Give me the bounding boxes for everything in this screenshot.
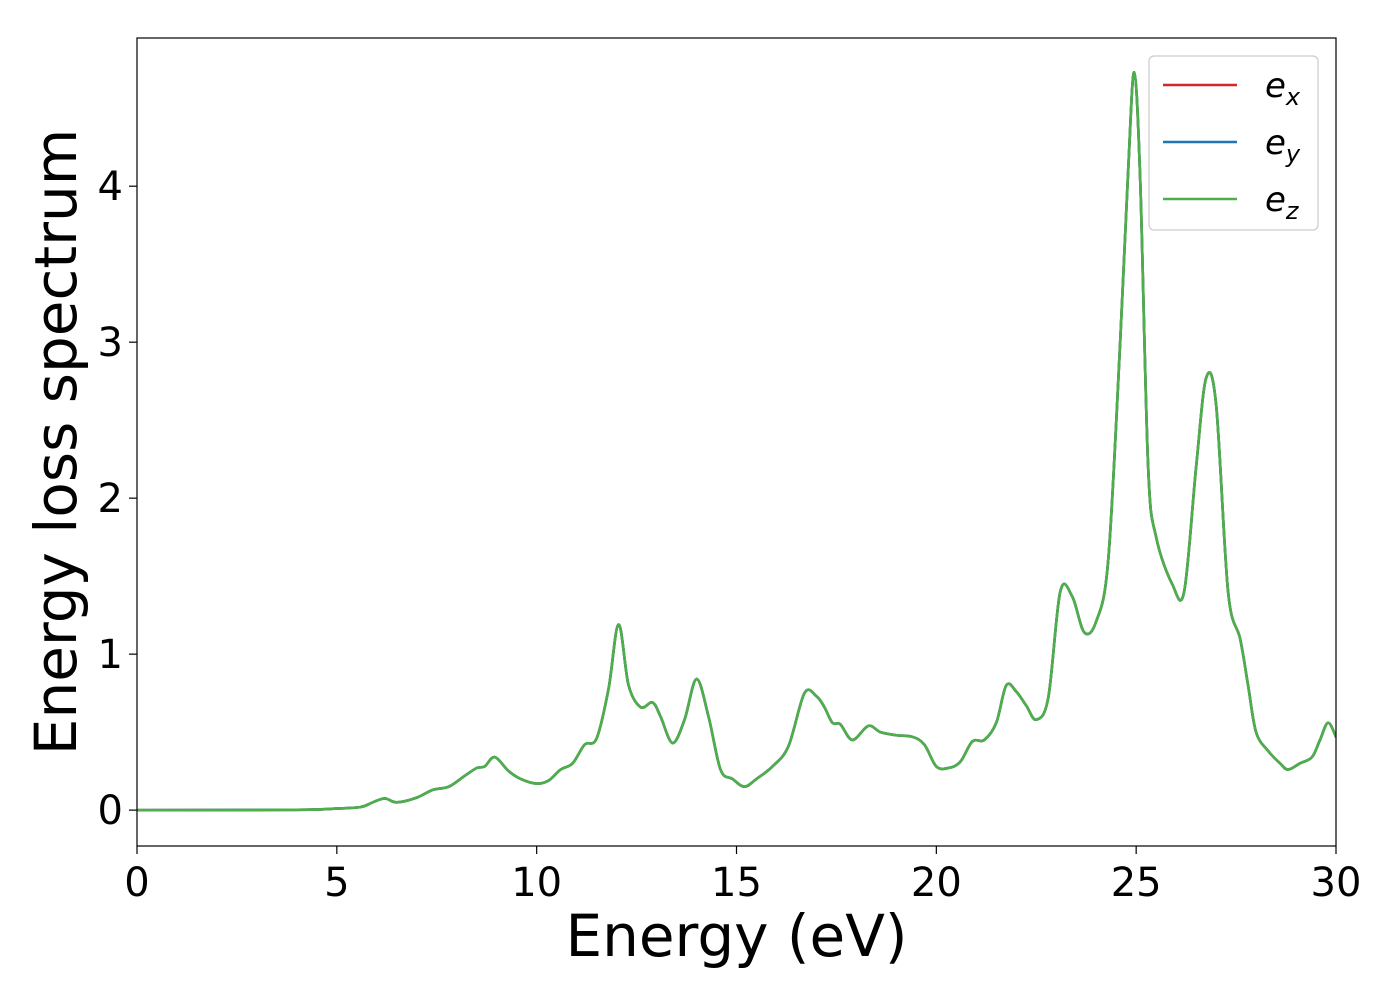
x-tick-label: 0 (124, 860, 149, 906)
y-tick-label: 4 (98, 164, 123, 210)
y-axis: 0 1 2 3 4 (98, 164, 137, 834)
series-line-e-z (137, 71, 1336, 812)
x-axis-title: Energy (eV) (565, 902, 907, 970)
x-tick-label: 20 (911, 860, 962, 906)
x-tick-label: 15 (711, 860, 762, 906)
y-tick-label: 2 (98, 476, 123, 522)
series-layer (137, 71, 1336, 812)
legend-label-subscript: x (1285, 83, 1301, 111)
legend-label-base: e (1265, 123, 1286, 163)
y-axis-title: Energy loss spectrum (22, 129, 90, 755)
legend-label-subscript: y (1285, 140, 1301, 168)
y-tick-label: 1 (98, 632, 123, 678)
legend-label-e-y: ey (1265, 123, 1301, 168)
x-tick-label: 10 (511, 860, 562, 906)
x-axis: 0 5 10 15 20 25 30 (124, 846, 1361, 906)
legend-label-e-z: ez (1265, 180, 1300, 225)
y-tick-label: 0 (98, 788, 123, 834)
y-tick-label: 3 (98, 320, 123, 366)
legend-label-base: e (1265, 66, 1286, 106)
x-tick-label: 30 (1311, 860, 1362, 906)
legend-label-subscript: z (1285, 197, 1300, 225)
x-tick-label: 25 (1111, 860, 1162, 906)
x-tick-label: 5 (324, 860, 349, 906)
legend-label-e-x: ex (1265, 66, 1301, 111)
legend-label-base: e (1265, 180, 1286, 220)
